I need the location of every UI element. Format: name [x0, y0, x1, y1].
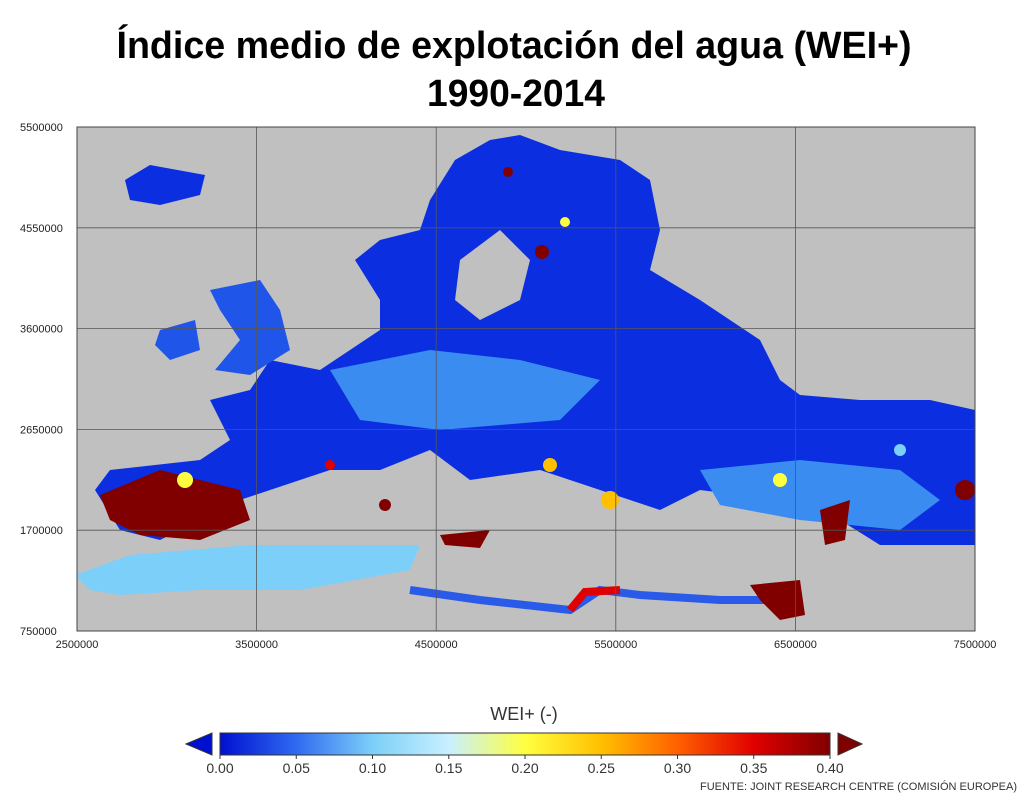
colorbar-tick-label: 0.20 — [511, 760, 538, 776]
region — [100, 470, 250, 540]
x-tick-label: 2500000 — [56, 639, 99, 651]
region — [560, 217, 570, 227]
y-tick-label: 5500000 — [20, 122, 63, 134]
source: FUENTE: JOINT RESEARCH CENTRE (COMISIÓN … — [700, 780, 1017, 793]
region — [700, 460, 940, 530]
region — [210, 280, 290, 375]
region — [330, 350, 600, 430]
colorbar-tick-label: 0.15 — [435, 760, 462, 776]
region — [750, 580, 805, 620]
region — [535, 245, 549, 259]
x-tick-label: 7500000 — [954, 639, 997, 651]
x-tick-label: 5500000 — [594, 639, 637, 651]
region — [95, 135, 975, 545]
region — [820, 500, 850, 545]
region — [177, 472, 193, 488]
colorbar-tick-label: 0.25 — [588, 760, 615, 776]
region — [155, 320, 200, 360]
colorbar-label: WEI+ (-) — [490, 704, 558, 724]
region — [125, 165, 205, 205]
colorbar-tick-label: 0.30 — [664, 760, 691, 776]
y-tick-label: 750000 — [20, 626, 57, 638]
y-tick-label: 3600000 — [20, 324, 63, 336]
y-tick-label: 1700000 — [20, 525, 63, 537]
map-regions — [77, 135, 975, 620]
region — [543, 458, 557, 472]
region — [894, 444, 906, 456]
x-tick-label: 4500000 — [415, 639, 458, 651]
region — [325, 460, 335, 470]
coast — [566, 586, 621, 613]
colorbar-tick-label: 0.10 — [359, 760, 386, 776]
sea — [455, 230, 530, 320]
colorbar-tick-label: 0.40 — [816, 760, 843, 776]
x-tick-label: 3500000 — [235, 639, 278, 651]
region — [440, 530, 490, 548]
colorbar — [219, 732, 831, 756]
map-frame — [76, 126, 976, 632]
title: Índice medio de explotación del agua (WE… — [117, 23, 912, 67]
region — [77, 545, 420, 595]
region — [955, 480, 975, 500]
y-tick-label: 2650000 — [20, 424, 63, 436]
colorbar-tick-label: 0.35 — [740, 760, 767, 776]
region — [773, 473, 787, 487]
y-tick-label: 4550000 — [20, 223, 63, 235]
region — [601, 491, 619, 509]
x-tick-label: 6500000 — [774, 639, 817, 651]
region — [379, 499, 391, 511]
colorbar-tick-label: 0.05 — [283, 760, 310, 776]
colorbar-arrow-low — [184, 732, 213, 756]
colorbar-tick-label: 0.00 — [206, 760, 233, 776]
colorbar-arrow-high — [837, 732, 864, 756]
title: 1990-2014 — [427, 73, 605, 115]
region — [503, 167, 513, 177]
